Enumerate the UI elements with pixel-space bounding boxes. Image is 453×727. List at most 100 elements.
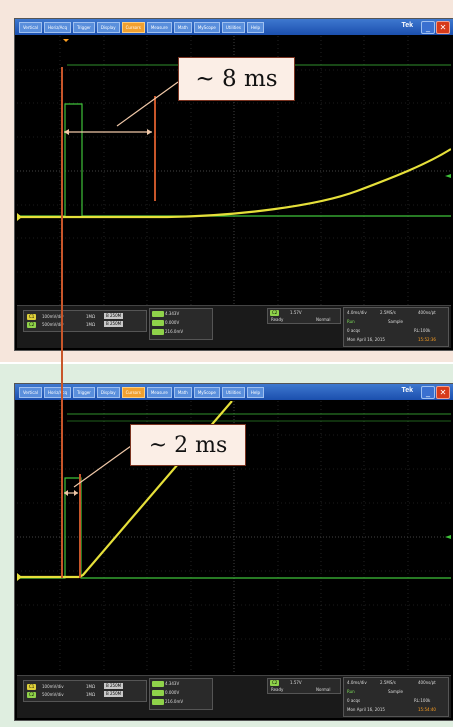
top-delay-callout: ~ 8 ms bbox=[178, 57, 295, 101]
menu-math[interactable]: Math bbox=[173, 386, 192, 398]
menu-math[interactable]: Math bbox=[173, 21, 192, 33]
meas1-value: 4.343V bbox=[165, 681, 180, 686]
ch1-badge[interactable]: C1 bbox=[27, 314, 37, 320]
time-readout: 15:54:40 bbox=[418, 707, 436, 712]
meas1-badge bbox=[152, 311, 164, 317]
meas3-value: 216.0mV bbox=[165, 329, 184, 334]
record-points: RL:100k bbox=[414, 698, 431, 703]
menu-bar: Vertical Horiz/Acq Trigger Display Curso… bbox=[15, 384, 453, 400]
acquisition-count: 0 acqs bbox=[347, 698, 361, 703]
trigger-level-marker bbox=[445, 174, 451, 178]
minimize-button[interactable]: _ bbox=[421, 386, 435, 399]
trigger-mode: Normal bbox=[316, 687, 331, 692]
menu-help[interactable]: Help bbox=[246, 21, 265, 33]
run-state: Run bbox=[347, 319, 355, 324]
trigger-state: Ready bbox=[271, 317, 284, 322]
ch1-bandwidth: B 250M bbox=[104, 683, 124, 689]
acquisition-mode: Sample bbox=[388, 689, 403, 694]
brand-logo: Tek bbox=[401, 387, 413, 394]
menu-trigger[interactable]: Trigger bbox=[73, 21, 95, 33]
meas2-badge bbox=[152, 320, 164, 326]
status-bar: C1 100mV/div 1MΩ B 250M C2 500mV/div 1MΩ… bbox=[17, 305, 451, 348]
trigger-level: 1.57V bbox=[290, 310, 302, 315]
ch2-trace bbox=[19, 103, 451, 217]
channel-readouts[interactable]: C1 100mV/div 1MΩ B 250M C2 500mV/div 1MΩ… bbox=[23, 310, 147, 332]
menu-vertical[interactable]: Vertical bbox=[19, 21, 42, 33]
timebase-value: 4.0ms/div bbox=[347, 310, 367, 315]
meas1-value: 4.343V bbox=[165, 311, 180, 316]
menu-trigger[interactable]: Trigger bbox=[73, 386, 95, 398]
close-button[interactable]: ✕ bbox=[436, 386, 450, 399]
ch1-ground-marker bbox=[17, 213, 22, 221]
bottom-delay-callout: ~ 2 ms bbox=[130, 424, 246, 466]
measurement-readouts[interactable]: 4.343V 0.000V 216.0mV bbox=[149, 308, 213, 340]
trigger-channel: C2 bbox=[270, 310, 280, 316]
ch2-trace bbox=[19, 477, 451, 579]
meas3-badge bbox=[152, 699, 164, 705]
close-button[interactable]: ✕ bbox=[436, 21, 450, 34]
minimize-button[interactable]: _ bbox=[421, 21, 435, 34]
date-readout: Mon April 16, 2015 bbox=[347, 707, 385, 712]
ch1-scale: 100mV/div bbox=[42, 684, 64, 689]
measurement-readouts[interactable]: 4.343V 0.000V 216.0mV bbox=[149, 678, 213, 710]
waveform-svg bbox=[17, 401, 451, 673]
ch1-trace bbox=[19, 401, 233, 579]
ch2-impedance: 1MΩ bbox=[86, 322, 96, 327]
menu-help[interactable]: Help bbox=[246, 386, 265, 398]
ch2-badge[interactable]: C2 bbox=[27, 692, 37, 698]
trigger-position-icon bbox=[63, 39, 69, 42]
meas3-badge bbox=[152, 329, 164, 335]
ch2-bandwidth: B 250M bbox=[104, 321, 124, 327]
ch1-bandwidth: B 250M bbox=[104, 313, 124, 319]
ch1-impedance: 1MΩ bbox=[86, 684, 96, 689]
trigger-mode: Normal bbox=[316, 317, 331, 322]
ch1-scale: 100mV/div bbox=[42, 314, 64, 319]
time-readout: 15:52:36 bbox=[418, 337, 436, 342]
menu-myscope[interactable]: MyScope bbox=[193, 21, 220, 33]
menu-measure[interactable]: Measure bbox=[146, 386, 172, 398]
menu-utilities[interactable]: Utilities bbox=[221, 21, 245, 33]
menu-cursors[interactable]: Cursors bbox=[121, 386, 145, 398]
record-length-value: 400ns/pt bbox=[418, 310, 436, 315]
menu-myscope[interactable]: MyScope bbox=[193, 386, 220, 398]
menu-bar: Vertical Horiz/Acq Trigger Display Curso… bbox=[15, 19, 453, 35]
oscilloscope-window-top: Vertical Horiz/Acq Trigger Display Curso… bbox=[14, 18, 453, 351]
menu-horiz-acq[interactable]: Horiz/Acq bbox=[43, 21, 72, 33]
menu-display[interactable]: Display bbox=[96, 21, 120, 33]
meas2-badge bbox=[152, 690, 164, 696]
trigger-level: 1.57V bbox=[290, 680, 302, 685]
menu-vertical[interactable]: Vertical bbox=[19, 386, 42, 398]
acquisition-readout[interactable]: 4.0ms/div 2.5MS/s 400ns/pt Run Sample 0 … bbox=[343, 307, 449, 347]
menu-cursors[interactable]: Cursors bbox=[121, 21, 145, 33]
record-points: RL:100k bbox=[414, 328, 431, 333]
channel-readouts[interactable]: C1 100mV/div 1MΩ B 250M C2 500mV/div 1MΩ… bbox=[23, 680, 147, 702]
ch2-scale: 500mV/div bbox=[42, 692, 64, 697]
trigger-state: Ready bbox=[271, 687, 284, 692]
trigger-readout[interactable]: C2 1.57V Ready Normal bbox=[267, 308, 341, 324]
ch2-impedance: 1MΩ bbox=[86, 692, 96, 697]
menu-utilities[interactable]: Utilities bbox=[221, 386, 245, 398]
trigger-level-marker bbox=[445, 535, 451, 539]
ch1-ground-marker bbox=[17, 573, 22, 581]
meas2-value: 0.000V bbox=[165, 320, 180, 325]
menu-measure[interactable]: Measure bbox=[146, 21, 172, 33]
acquisition-mode: Sample bbox=[388, 319, 403, 324]
acquisition-readout[interactable]: 4.0ms/div 2.5MS/s 400ns/pt Run Sample 0 … bbox=[343, 677, 449, 717]
menu-display[interactable]: Display bbox=[96, 386, 120, 398]
run-state: Run bbox=[347, 689, 355, 694]
ch1-trace bbox=[19, 148, 451, 219]
oscilloscope-window-bottom: Vertical Horiz/Acq Trigger Display Curso… bbox=[14, 383, 453, 721]
ch1-impedance: 1MΩ bbox=[86, 314, 96, 319]
trigger-channel: C2 bbox=[270, 680, 280, 686]
sample-rate-value: 2.5MS/s bbox=[380, 680, 396, 685]
status-bar: C1 100mV/div 1MΩ B 250M C2 500mV/div 1MΩ… bbox=[17, 675, 451, 718]
menu-horiz-acq[interactable]: Horiz/Acq bbox=[43, 386, 72, 398]
meas1-badge bbox=[152, 681, 164, 687]
ch1-badge[interactable]: C1 bbox=[27, 684, 37, 690]
ch2-scale: 500mV/div bbox=[42, 322, 64, 327]
record-length-value: 400ns/pt bbox=[418, 680, 436, 685]
trigger-readout[interactable]: C2 1.57V Ready Normal bbox=[267, 678, 341, 694]
ch2-badge[interactable]: C2 bbox=[27, 322, 37, 328]
meas2-value: 0.000V bbox=[165, 690, 180, 695]
brand-logo: Tek bbox=[401, 22, 413, 29]
